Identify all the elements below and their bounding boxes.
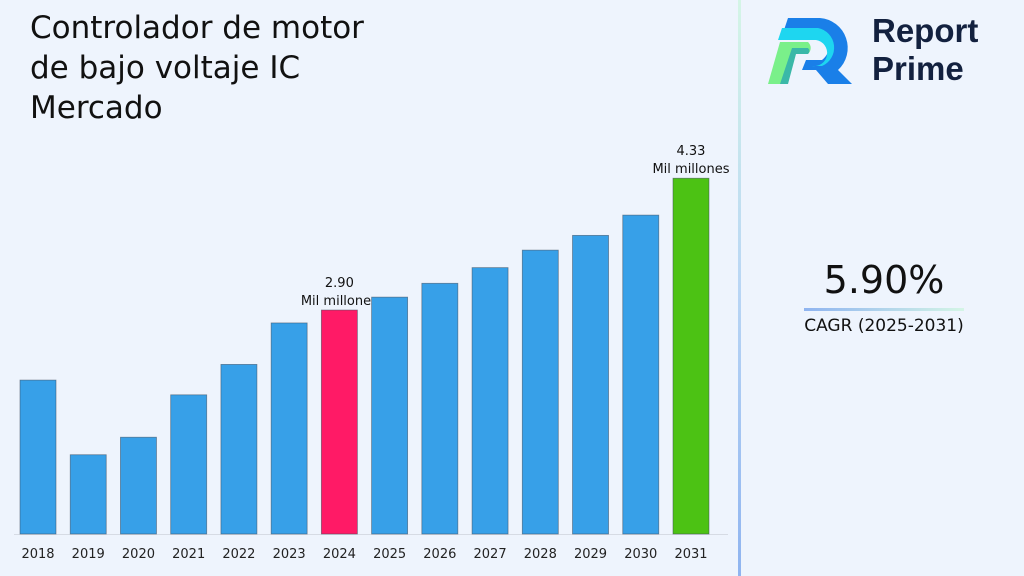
x-tick-label: 2025 <box>373 547 406 562</box>
bar-2018 <box>19 379 57 535</box>
chart-title: Controlador de motor de bajo voltaje IC … <box>30 10 364 126</box>
divider <box>738 0 741 576</box>
x-tick-label: 2031 <box>674 547 707 562</box>
bar-2025 <box>371 296 409 535</box>
x-tick-label: 2028 <box>524 547 557 562</box>
bar-2019 <box>69 454 107 535</box>
bar-2020 <box>120 436 157 535</box>
brand-name-line2: Prime <box>872 50 964 87</box>
bar-2022 <box>220 364 258 535</box>
bar-2024 <box>320 309 358 535</box>
bar-2028 <box>521 249 559 535</box>
brand-name: Report Prime <box>872 12 978 88</box>
x-tick-label: 2021 <box>172 547 205 562</box>
x-tick-label: 2018 <box>21 547 54 562</box>
data-label-value: 2.90 <box>325 276 354 291</box>
report-prime-logo-icon <box>768 18 852 84</box>
brand-name-line1: Report <box>872 12 979 49</box>
x-tick-label: 2024 <box>323 547 356 562</box>
data-label-value: 4.33 <box>677 144 706 159</box>
x-tick-label: 2019 <box>72 547 105 562</box>
bar-2031 <box>672 177 710 535</box>
bar-2029 <box>572 234 609 535</box>
x-tick-label: 2026 <box>423 547 456 562</box>
cagr-label: CAGR (2025-2031) <box>804 316 964 336</box>
x-tick-label: 2022 <box>222 547 255 562</box>
x-tick-label: 2029 <box>574 547 607 562</box>
bar-2021 <box>170 394 208 535</box>
x-tick-label: 2027 <box>474 547 507 562</box>
cagr-underline <box>804 308 964 311</box>
x-tick-label: 2020 <box>122 547 155 562</box>
bar-2026 <box>421 282 459 535</box>
data-label-unit: Mil millones <box>652 162 729 177</box>
x-tick-label: 2023 <box>273 547 306 562</box>
data-label-unit: Mil millones <box>301 294 378 309</box>
bar-chart: 2018 2019 2020 2021 2022 2023 2024 2.90 Mil mill… <box>14 144 730 562</box>
bar-2027 <box>471 267 509 535</box>
x-tick-label: 2030 <box>624 547 657 562</box>
cagr-value: 5.90% <box>823 258 945 302</box>
bar-2030 <box>622 214 660 535</box>
bar-2023 <box>270 322 308 535</box>
